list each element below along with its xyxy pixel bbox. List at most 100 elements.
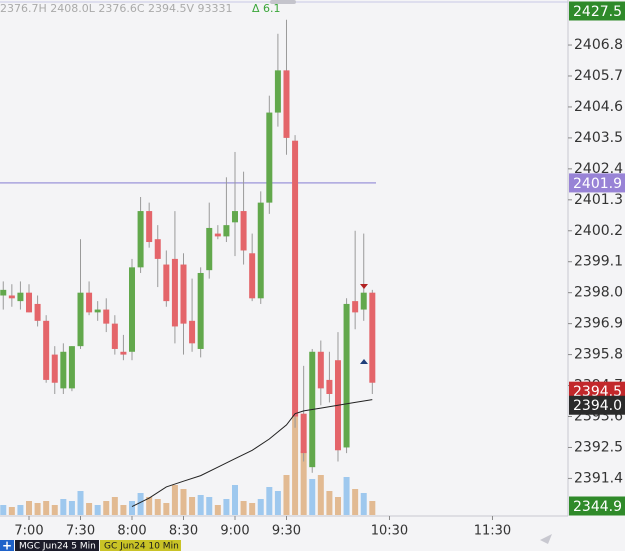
volume-bar	[154, 499, 161, 515]
volume-bar	[17, 505, 24, 515]
volume-bar	[257, 499, 264, 515]
candle-body	[94, 309, 101, 313]
volume-bar	[189, 497, 196, 515]
tab-label[interactable]: GC Jun24 10 Min	[104, 542, 179, 551]
candle-body	[77, 292, 84, 347]
volume-bar	[171, 485, 178, 515]
candle-body	[51, 354, 58, 383]
add-button-label[interactable]: +	[2, 539, 12, 551]
candle-body	[240, 211, 247, 251]
tab[interactable]	[100, 540, 181, 551]
price-label: 2427.5	[573, 4, 622, 20]
volume-bar	[249, 503, 256, 515]
candle-body	[206, 227, 213, 271]
volume-bar	[0, 505, 7, 515]
price-label-box	[569, 1, 625, 21]
candle-body	[34, 303, 41, 321]
candle-body	[257, 202, 264, 299]
volume-bar	[326, 491, 333, 515]
volume-bar	[360, 493, 367, 515]
delta: Δ 6.1	[252, 2, 281, 15]
handle[interactable]	[270, 0, 296, 4]
candle-body	[154, 239, 161, 259]
y-tick-label: 2403.5	[574, 130, 623, 146]
candle-body	[120, 351, 127, 355]
volume-bar	[343, 477, 350, 515]
volume-bar	[223, 499, 230, 515]
x-tick-label: 7:30	[66, 524, 95, 539]
marker	[360, 284, 368, 289]
candle-body	[197, 272, 204, 349]
candle-body	[171, 258, 178, 327]
volume-bar	[129, 501, 136, 515]
candle-body	[249, 253, 256, 299]
x-tick-label: 10:30	[371, 524, 408, 539]
volume-bar	[120, 505, 127, 515]
candle-body	[43, 320, 50, 380]
candle-body	[26, 292, 33, 313]
candle-body	[283, 70, 290, 138]
volume-bar	[206, 497, 213, 515]
add-button[interactable]	[0, 540, 14, 551]
scroll-arrow[interactable]	[540, 534, 552, 544]
header: 2376.7H 2408.0L 2376.6C 2394.5V 93331	[0, 2, 233, 15]
volume-bar	[94, 505, 101, 515]
volume-bar	[60, 499, 67, 515]
price-label-box	[569, 496, 625, 516]
candle-body	[343, 303, 350, 448]
candle-body	[300, 413, 307, 454]
candle-body	[180, 264, 187, 324]
marker	[360, 359, 368, 364]
tab-label[interactable]: MGC Jun24 5 Min	[19, 542, 96, 551]
volume-bar	[240, 501, 247, 515]
price-axis: 2406.8 2405.7 2404.6 2403.5 2402.4 2401.3 2400…	[568, 1, 625, 516]
volume-bar	[300, 451, 307, 515]
x-tick-label: 11:30	[474, 524, 511, 539]
candle-body	[223, 225, 230, 237]
volume-bar	[86, 503, 93, 515]
volume-bar	[283, 475, 290, 515]
candle-body	[292, 140, 299, 417]
x-tick-label: 9:00	[220, 524, 249, 539]
y-tick-label: 2398.0	[574, 285, 623, 301]
candle-body	[317, 351, 324, 389]
y-tick-label: 2392.5	[574, 439, 623, 455]
volume-bar	[214, 505, 221, 515]
x-tick-label: 7:00	[14, 524, 43, 539]
y-tick-label: 2401.3	[574, 192, 623, 208]
candle-body	[352, 301, 359, 313]
y-tick-label: 2395.8	[574, 347, 623, 363]
y-tick-label: 2402.4	[574, 161, 623, 177]
volume-bar	[334, 497, 341, 515]
tab[interactable]	[15, 540, 99, 551]
candle-body	[163, 264, 170, 302]
candle-body	[0, 289, 7, 296]
y-tick-label: 2396.9	[574, 316, 623, 332]
volume-bar	[51, 505, 58, 515]
x-tick-label: 9:30	[272, 524, 301, 539]
y-tick-label: 2405.7	[574, 68, 623, 84]
plot	[0, 19, 376, 515]
volume-bar	[274, 491, 281, 515]
candle-body	[8, 295, 15, 299]
price-label-box	[569, 173, 625, 193]
x-tick-label: 8:30	[169, 524, 198, 539]
candle-body	[274, 70, 281, 113]
candle-body	[231, 211, 238, 223]
price-label: 2344.9	[573, 499, 622, 515]
price-label-box	[569, 395, 625, 415]
candle-body	[146, 211, 153, 243]
moving-average	[131, 399, 373, 508]
volume-bar	[180, 489, 187, 515]
candle-body	[189, 320, 196, 344]
x-tick-label: 8:00	[117, 524, 146, 539]
candle-body	[137, 211, 144, 268]
volume-bar	[317, 475, 324, 515]
y-tick-label: 2404.6	[574, 99, 623, 115]
volume-bar	[231, 485, 238, 515]
volume-bar	[77, 491, 84, 515]
price-label: 2394.0	[573, 398, 622, 414]
candle-body	[360, 292, 367, 310]
